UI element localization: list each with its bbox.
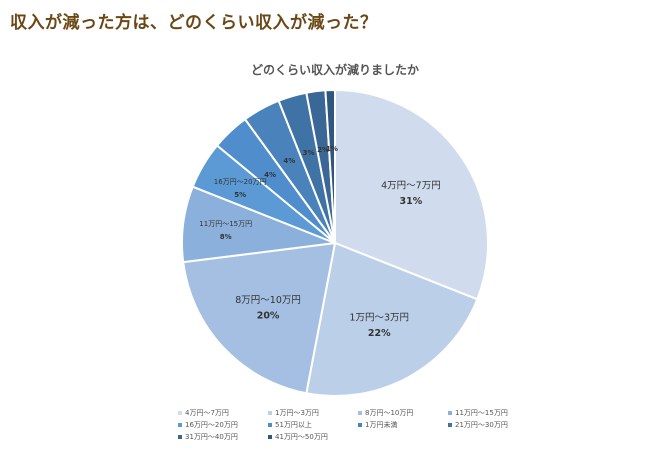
page-heading: 収入が減った方は、どのくらい収入が減った？ xyxy=(10,13,378,33)
pie-slice xyxy=(305,241,479,397)
legend-item: 41万円〜50万円 xyxy=(268,432,358,442)
legend: 4万円〜7万円 1万円〜3万円 8万円〜10万円 11万円〜15万円 16万円〜20万円… xyxy=(178,408,538,442)
pie-slice xyxy=(182,241,337,395)
slice-category-label: 1万円〜3万円 xyxy=(349,312,409,323)
legend-label: 21万円〜30万円 xyxy=(455,421,508,429)
slice-value-label: 8% xyxy=(220,233,232,241)
legend-item: 11万円〜15万円 xyxy=(448,408,538,418)
slice-value-label: 31% xyxy=(400,196,423,207)
chart-title: どのくらい収入が減りましたか xyxy=(251,62,419,77)
legend-item: 1万円〜3万円 xyxy=(268,408,358,418)
slice-category-label: 16万円〜20万円 xyxy=(214,178,267,186)
legend-swatch xyxy=(178,423,182,427)
legend-item: 8万円〜10万円 xyxy=(358,408,448,418)
legend-swatch xyxy=(358,423,362,427)
legend-label: 51万円以上 xyxy=(275,421,312,429)
legend-item: 16万円〜20万円 xyxy=(178,420,268,430)
slice-value-label: 22% xyxy=(368,328,391,339)
slice-category-label: 8万円〜10万円 xyxy=(235,295,301,306)
legend-item: 4万円〜7万円 xyxy=(178,408,268,418)
legend-label: 1万円未満 xyxy=(365,421,398,429)
legend-label: 31万円〜40万円 xyxy=(185,433,238,441)
legend-swatch xyxy=(268,411,272,415)
legend-swatch xyxy=(178,435,182,439)
slice-value-label: 1% xyxy=(326,145,338,153)
slice-value-label: 20% xyxy=(257,310,280,321)
legend-label: 1万円〜3万円 xyxy=(275,409,319,417)
legend-swatch xyxy=(178,411,182,415)
legend-item: 1万円未満 xyxy=(358,420,448,430)
slice-value-label: 3% xyxy=(303,149,315,157)
pie-slice xyxy=(334,88,489,301)
legend-label: 8万円〜10万円 xyxy=(365,409,414,417)
legend-swatch xyxy=(448,423,452,427)
slice-category-label: 11万円〜15万円 xyxy=(199,220,252,228)
slice-value-label: 5% xyxy=(234,191,246,199)
legend-item: 31万円〜40万円 xyxy=(178,432,268,442)
legend-swatch xyxy=(358,411,362,415)
legend-item: 21万円〜30万円 xyxy=(448,420,538,430)
legend-swatch xyxy=(268,423,272,427)
legend-swatch xyxy=(448,411,452,415)
slice-category-label: 4万円〜7万円 xyxy=(381,180,441,191)
pie-slice xyxy=(324,88,336,244)
legend-label: 11万円〜15万円 xyxy=(455,409,508,417)
legend-label: 4万円〜7万円 xyxy=(185,409,229,417)
legend-item: 51万円以上 xyxy=(268,420,358,430)
slice-value-label: 4% xyxy=(283,157,295,165)
slice-value-label: 2% xyxy=(317,146,329,154)
legend-swatch xyxy=(268,435,272,439)
legend-label: 16万円〜20万円 xyxy=(185,421,238,429)
legend-label: 41万円〜50万円 xyxy=(275,433,328,441)
slice-value-label: 4% xyxy=(264,171,276,179)
